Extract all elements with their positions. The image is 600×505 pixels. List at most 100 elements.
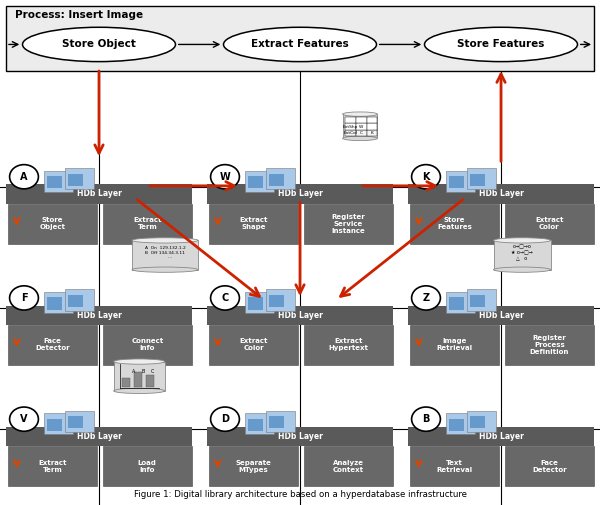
Text: Extract
Term: Extract Term (133, 217, 161, 230)
Text: Store Object: Store Object (62, 39, 136, 49)
Text: HDb Layer: HDb Layer (479, 189, 523, 198)
FancyBboxPatch shape (356, 123, 367, 130)
FancyBboxPatch shape (446, 413, 475, 434)
FancyBboxPatch shape (6, 184, 192, 204)
FancyBboxPatch shape (343, 114, 377, 138)
Text: C: C (360, 131, 362, 135)
FancyBboxPatch shape (6, 427, 192, 446)
Text: HDb Layer: HDb Layer (278, 432, 322, 441)
FancyBboxPatch shape (207, 184, 393, 204)
Text: HDb Layer: HDb Layer (77, 432, 121, 441)
Text: HDb Layer: HDb Layer (278, 189, 322, 198)
FancyBboxPatch shape (367, 130, 377, 136)
FancyBboxPatch shape (245, 171, 274, 192)
Circle shape (412, 165, 440, 189)
FancyBboxPatch shape (345, 130, 356, 136)
FancyBboxPatch shape (356, 117, 367, 123)
Text: Store
Object: Store Object (40, 217, 65, 230)
FancyBboxPatch shape (47, 419, 62, 431)
FancyBboxPatch shape (410, 446, 499, 486)
Circle shape (10, 286, 38, 310)
FancyBboxPatch shape (248, 297, 263, 310)
Text: Store Features: Store Features (457, 39, 545, 49)
Ellipse shape (425, 27, 577, 62)
FancyBboxPatch shape (408, 306, 594, 325)
Text: Extract Features: Extract Features (251, 39, 349, 49)
Text: Z: Z (422, 293, 430, 303)
FancyBboxPatch shape (8, 204, 97, 244)
Text: HDb Layer: HDb Layer (479, 311, 523, 320)
Circle shape (211, 286, 239, 310)
FancyBboxPatch shape (408, 427, 594, 446)
FancyBboxPatch shape (410, 325, 499, 365)
Text: K: K (371, 131, 373, 135)
Circle shape (412, 407, 440, 431)
FancyBboxPatch shape (304, 325, 393, 365)
FancyBboxPatch shape (493, 240, 551, 270)
FancyBboxPatch shape (449, 176, 464, 188)
Text: K: K (422, 172, 430, 182)
FancyBboxPatch shape (410, 204, 499, 244)
Text: Process: Insert Image: Process: Insert Image (15, 10, 143, 20)
FancyBboxPatch shape (266, 168, 295, 189)
Text: Extract
Color: Extract Color (239, 338, 268, 351)
FancyBboxPatch shape (269, 416, 284, 428)
Text: HDb Layer: HDb Layer (77, 311, 121, 320)
Text: Register
Process
Definition: Register Process Definition (530, 335, 569, 355)
FancyBboxPatch shape (207, 427, 393, 446)
Text: B: B (141, 369, 145, 374)
FancyBboxPatch shape (505, 446, 594, 486)
Text: Connect
Info: Connect Info (131, 338, 163, 351)
FancyBboxPatch shape (449, 297, 464, 310)
Text: A: A (131, 369, 135, 374)
Text: B: B (422, 414, 430, 424)
FancyBboxPatch shape (68, 416, 83, 428)
Text: Face
Detector: Face Detector (35, 338, 70, 351)
FancyBboxPatch shape (266, 289, 295, 311)
FancyBboxPatch shape (209, 204, 298, 244)
Ellipse shape (132, 238, 198, 243)
FancyBboxPatch shape (68, 174, 83, 186)
FancyBboxPatch shape (68, 295, 83, 307)
FancyBboxPatch shape (103, 325, 192, 365)
Text: HDb Layer: HDb Layer (479, 432, 523, 441)
FancyBboxPatch shape (122, 378, 130, 387)
FancyBboxPatch shape (8, 325, 97, 365)
FancyBboxPatch shape (248, 419, 263, 431)
FancyBboxPatch shape (44, 413, 73, 434)
Text: C: C (221, 293, 229, 303)
FancyBboxPatch shape (345, 117, 356, 123)
FancyBboxPatch shape (470, 174, 485, 186)
FancyBboxPatch shape (505, 204, 594, 244)
Text: W: W (220, 172, 230, 182)
FancyBboxPatch shape (65, 168, 94, 189)
Ellipse shape (493, 238, 551, 243)
FancyBboxPatch shape (467, 411, 496, 432)
Circle shape (10, 407, 38, 431)
FancyBboxPatch shape (44, 292, 73, 313)
Text: Separate
MTypes: Separate MTypes (236, 460, 271, 473)
FancyBboxPatch shape (269, 174, 284, 186)
FancyBboxPatch shape (304, 446, 393, 486)
FancyBboxPatch shape (8, 446, 97, 486)
FancyBboxPatch shape (146, 375, 154, 387)
Circle shape (211, 165, 239, 189)
Text: Extract
Hypertext: Extract Hypertext (328, 338, 368, 351)
FancyBboxPatch shape (47, 176, 62, 188)
FancyBboxPatch shape (133, 372, 142, 387)
FancyBboxPatch shape (6, 6, 594, 71)
Ellipse shape (23, 27, 176, 62)
Text: Analyze
Context: Analyze Context (333, 460, 364, 473)
Ellipse shape (343, 112, 377, 116)
FancyBboxPatch shape (367, 123, 377, 130)
FancyBboxPatch shape (367, 117, 377, 123)
Ellipse shape (132, 267, 198, 272)
Ellipse shape (493, 267, 551, 272)
Ellipse shape (114, 359, 164, 364)
Text: ExtCol: ExtCol (343, 131, 358, 135)
Text: o→□→o
★ o→□→
△   o: o→□→o ★ o→□→ △ o (511, 244, 533, 261)
FancyBboxPatch shape (245, 292, 274, 313)
Text: HDb Layer: HDb Layer (77, 189, 121, 198)
Circle shape (412, 286, 440, 310)
Text: Extract
Shape: Extract Shape (239, 217, 268, 230)
